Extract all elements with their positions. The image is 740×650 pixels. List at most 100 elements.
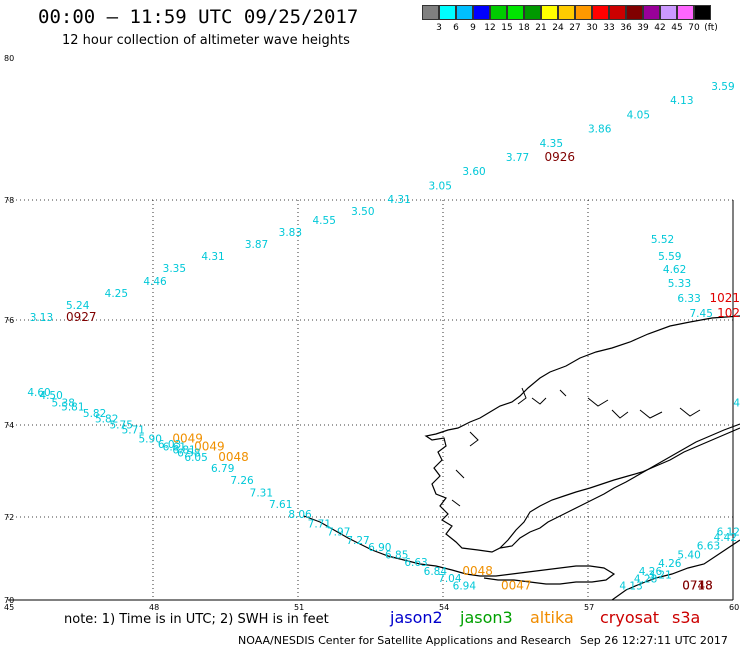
- pass-time: 1021: [709, 291, 740, 305]
- swh-value: 3.13: [30, 312, 53, 324]
- generation-timestamp: Sep 26 12:27:11 UTC 2017: [580, 634, 728, 647]
- colorbar-swatch: [456, 5, 473, 20]
- swh-value: 4.25: [105, 288, 128, 300]
- swh-value: 3.87: [245, 239, 268, 251]
- novaya-zemlya-south-island: [303, 515, 616, 585]
- lat-label: 76: [4, 316, 14, 325]
- swh-value: 7.31: [250, 487, 273, 499]
- lon-label: 60: [729, 603, 739, 612]
- colorbar-swatch: [592, 5, 609, 20]
- lat-label: 78: [4, 196, 14, 205]
- swh-value: 5.90: [139, 433, 162, 445]
- lat-lon-grid: [8, 199, 733, 600]
- map-title: 00:00 – 11:59 UTC 09/25/2017: [38, 6, 359, 28]
- swh-value: 5.81: [61, 401, 84, 413]
- swh-value: 6.81: [172, 445, 195, 457]
- swh-value: 5.75: [110, 420, 133, 432]
- colorbar-swatch: [507, 5, 524, 20]
- lat-label: 74: [4, 421, 14, 430]
- pass-time: 0927: [66, 310, 97, 324]
- swh-value: 5.38: [52, 398, 75, 410]
- swh-value: 4.05: [627, 109, 650, 121]
- swh-value: 3.05: [429, 180, 452, 192]
- swh-value: 4.26: [639, 566, 663, 578]
- colorbar-swatch: [422, 5, 439, 20]
- colorbar-swatch: [473, 5, 490, 20]
- lon-label: 45: [4, 603, 14, 612]
- swh-value: 5.52: [651, 234, 674, 246]
- swh-value: 3.83: [279, 227, 302, 239]
- swh-value: 6.84: [424, 566, 448, 578]
- legend-altika: altika: [530, 608, 574, 627]
- colorbar-swatch: [694, 5, 711, 20]
- colorbar-label: 42: [654, 23, 666, 33]
- pass-time: 0718: [682, 579, 713, 593]
- pass-time: 0049: [194, 439, 225, 453]
- colorbar-label: 12: [484, 23, 496, 33]
- swh-value: 4.42: [714, 532, 737, 544]
- swh-value: 6.90: [368, 542, 391, 554]
- swh-value: 6.58: [177, 447, 200, 459]
- swh-value: 5.40: [677, 550, 700, 562]
- colorbar-label: 3: [436, 23, 442, 33]
- swh-value: 6.12: [717, 527, 740, 539]
- swh-value: 6.61: [163, 441, 186, 453]
- swh-value: 6.79: [211, 463, 234, 475]
- swh-value: 3.35: [163, 263, 186, 275]
- vaygach-coast: [611, 539, 740, 601]
- colorbar-label: 15: [501, 23, 513, 33]
- lat-label: 72: [4, 513, 14, 522]
- colorbar-swatch: [439, 5, 456, 20]
- lat-label: 70: [4, 596, 14, 605]
- swh-value: 7.04: [438, 573, 462, 585]
- swh-value: 7.26: [230, 475, 254, 487]
- colorbar-label: 9: [470, 23, 476, 33]
- legend-jason2: jason2: [390, 608, 443, 627]
- legend-jason3: jason3: [460, 608, 513, 627]
- colorbar-label: 21: [535, 23, 547, 33]
- colorbar-swatch: [609, 5, 626, 20]
- swh-value: 3.59: [711, 81, 734, 93]
- swh-value: 4.35: [540, 138, 563, 150]
- colorbar-label: 27: [569, 23, 581, 33]
- swh-value: 5.71: [122, 424, 145, 436]
- swh-value: 6.63: [697, 540, 720, 552]
- swh-value: 4.31: [387, 194, 410, 206]
- swh-value: 6.05: [184, 452, 207, 464]
- swh-value: 4.46: [143, 276, 167, 288]
- novaya-zemlya-coast-detail: [451, 387, 701, 507]
- swh-value: 7.27: [346, 535, 369, 547]
- swh-value: 3.86: [588, 124, 612, 136]
- swh-value: 4.50: [39, 390, 62, 402]
- colorbar-swatch: [558, 5, 575, 20]
- pass-time: 0048: [462, 564, 493, 578]
- swh-value: 4.31: [201, 251, 224, 263]
- colorbar-label: 6: [453, 23, 459, 33]
- colorbar-swatch: [626, 5, 643, 20]
- swh-value: 4.28: [634, 574, 657, 586]
- swh-value: 7.61: [269, 499, 292, 511]
- swh-value: 4.13: [619, 581, 642, 593]
- swh-value: 5.82: [83, 408, 106, 420]
- lon-label: 48: [149, 603, 159, 612]
- swh-value: 4.26: [658, 558, 682, 570]
- swh-value: 6.63: [404, 557, 427, 569]
- pass-time: 0748: [682, 579, 713, 593]
- mainland-coast: [499, 427, 740, 549]
- legend-s3a: s3a: [672, 608, 701, 627]
- swh-value: 6.33: [677, 293, 700, 305]
- swh-value: 6.94: [453, 581, 477, 593]
- swh-value: 7.97: [327, 527, 350, 539]
- colorbar-label: 24: [552, 23, 564, 33]
- swh-value: 6.03: [158, 439, 181, 451]
- swh-value: 6.85: [385, 550, 408, 562]
- swh-value: 3.77: [506, 152, 529, 164]
- pass-time: 102: [717, 306, 740, 320]
- lon-label: 51: [294, 603, 304, 612]
- pass-time: 0047: [501, 579, 532, 593]
- colorbar-label: (ft): [704, 23, 718, 33]
- swh-value: 3.60: [462, 166, 485, 178]
